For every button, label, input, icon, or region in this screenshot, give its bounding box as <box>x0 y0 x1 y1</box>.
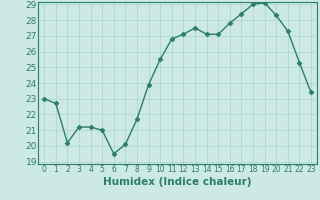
X-axis label: Humidex (Indice chaleur): Humidex (Indice chaleur) <box>103 177 252 187</box>
